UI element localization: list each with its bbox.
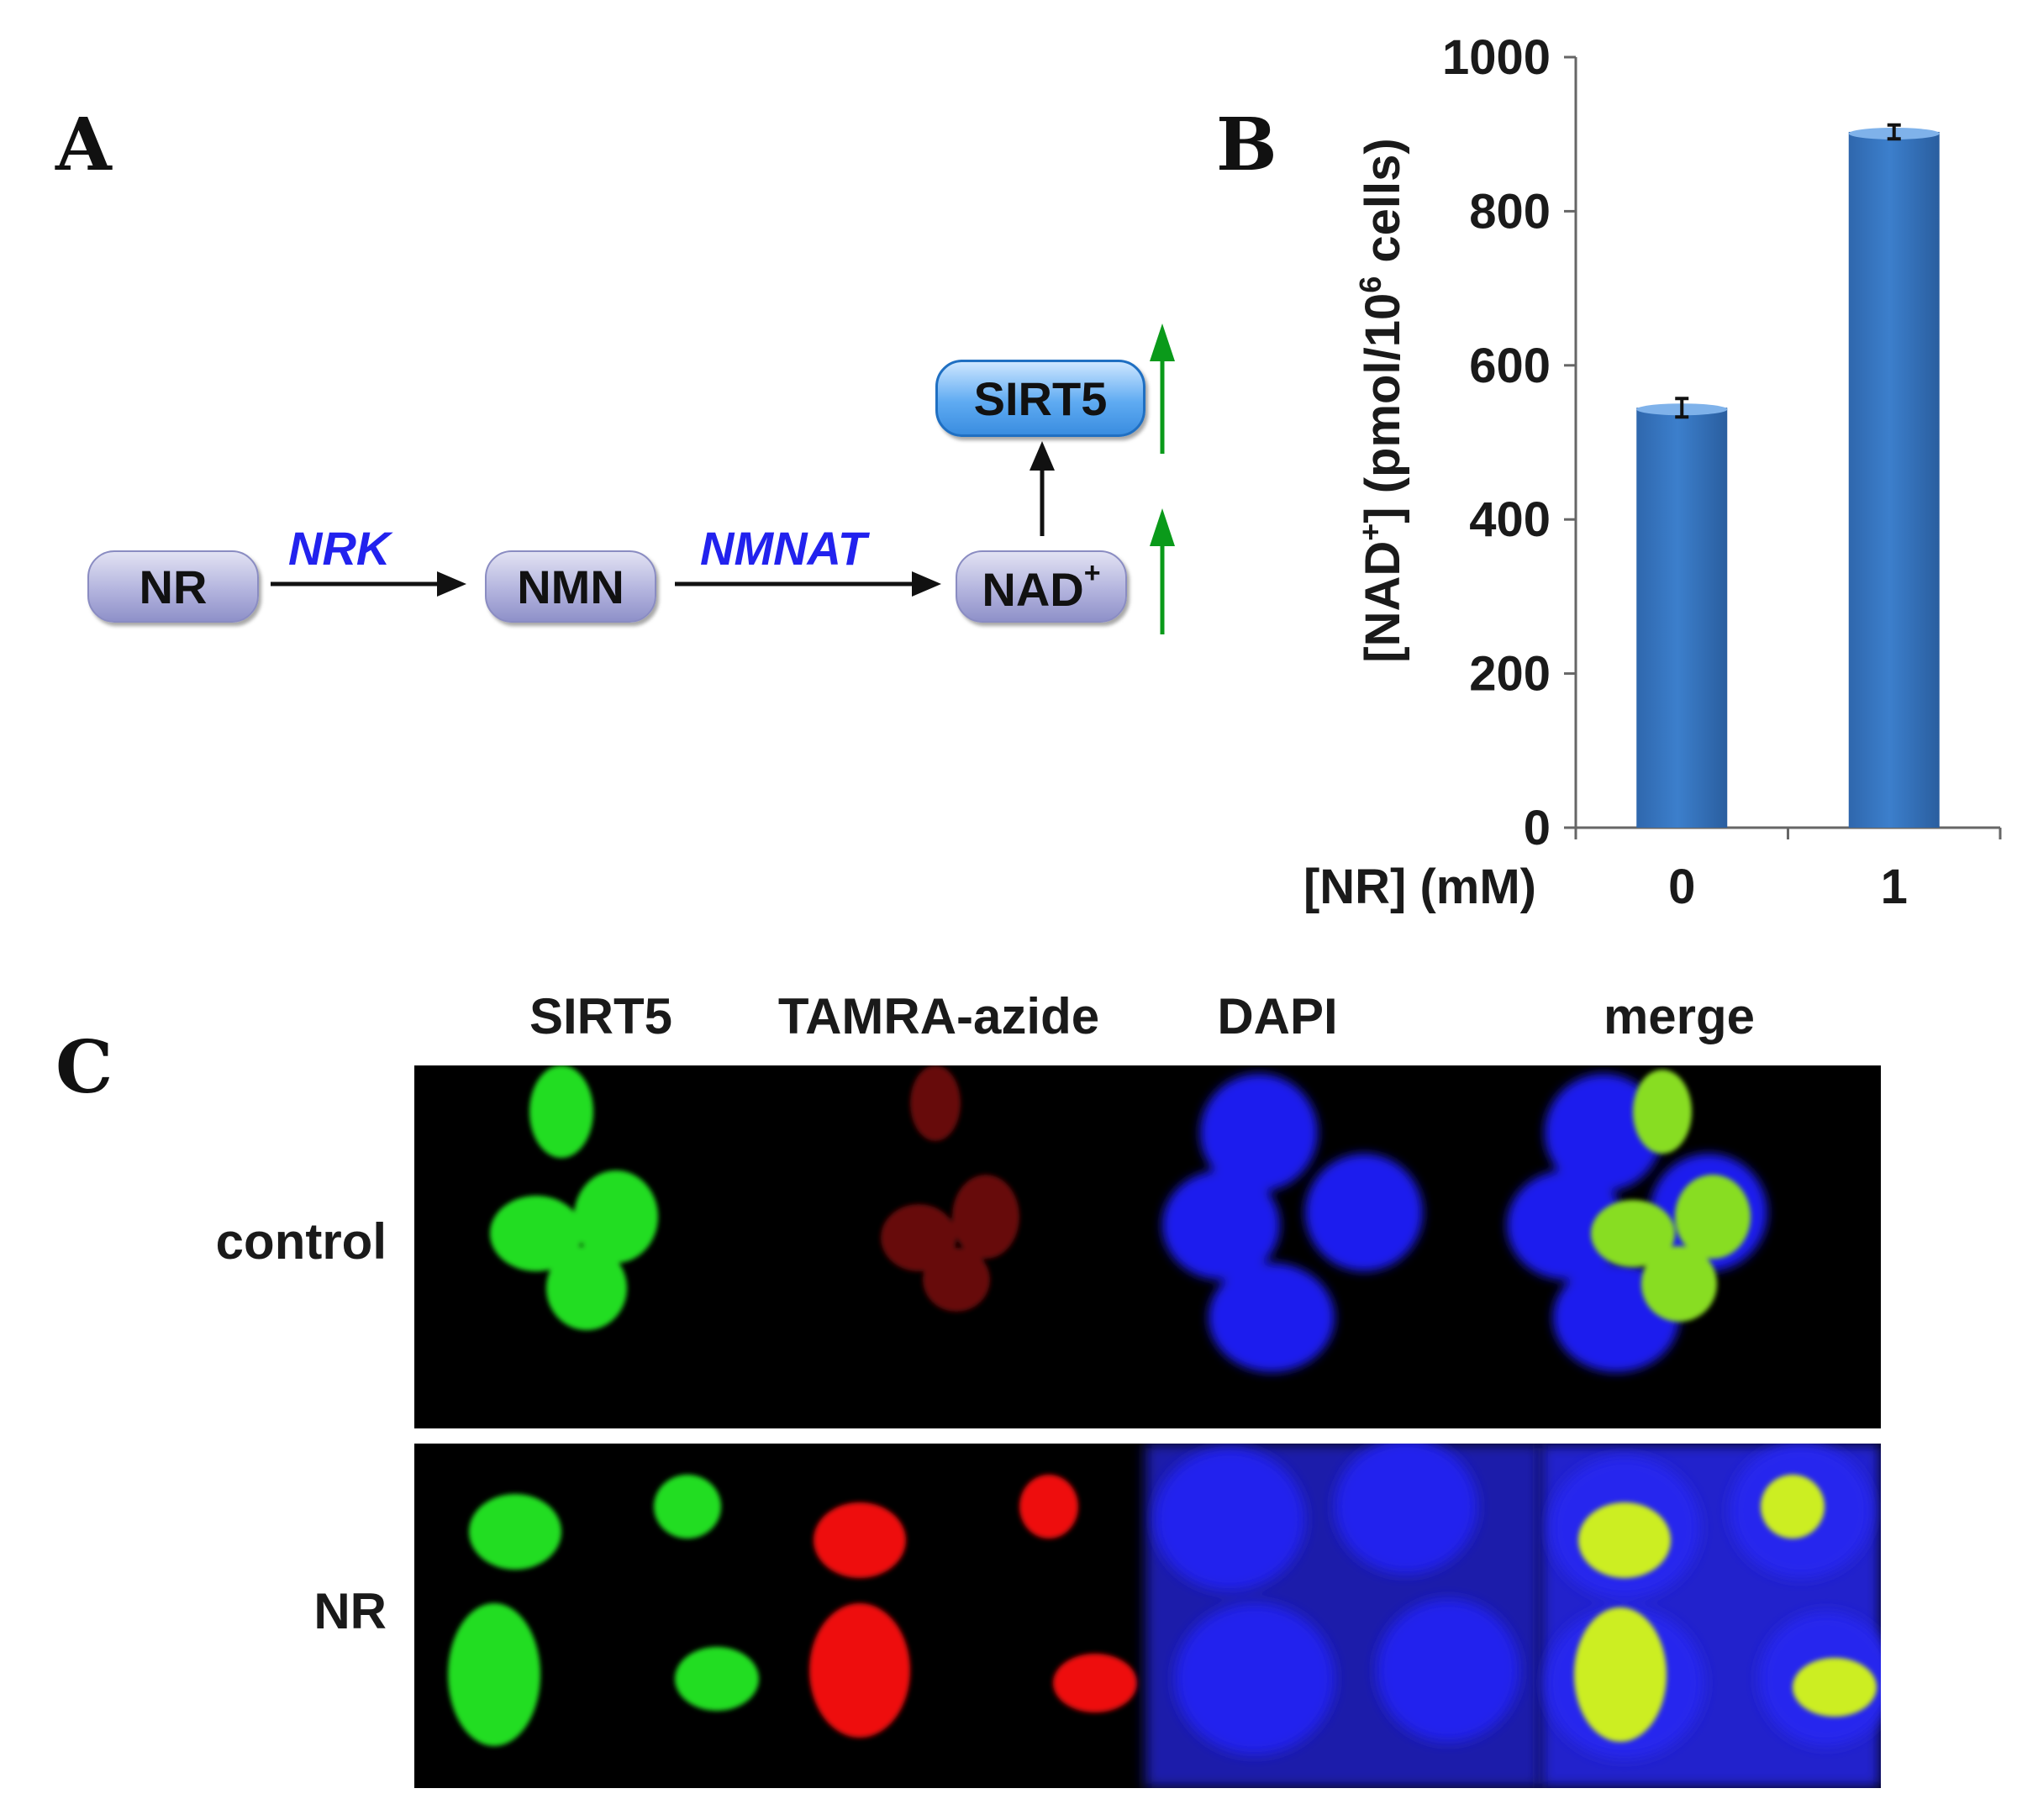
bar (1636, 408, 1728, 828)
column-header-sirt5: SIRT5 (529, 988, 673, 1044)
column-header-tamra: TAMRA-azide (777, 988, 1100, 1044)
row-label-control: control (215, 1213, 387, 1270)
panel-b-label: B (1216, 103, 1277, 187)
nmn-node: NMN (485, 550, 656, 623)
x-tick-label: 1 (1881, 860, 1908, 914)
nad-node: NAD+ (956, 550, 1127, 623)
bar (1848, 131, 1940, 828)
y-tick-label: 0 (1524, 801, 1551, 855)
panel-c-label: C (55, 1025, 113, 1110)
sirt5-node-label: SIRT5 (973, 371, 1108, 425)
nr-node-label: NR (139, 560, 208, 613)
y-tick-label: 600 (1469, 339, 1551, 393)
nad-node-label: NAD+ (982, 556, 1101, 616)
panel-a-label: A (55, 103, 112, 187)
micrograph-nr-image (448, 1444, 1881, 1788)
micrograph-control-image (490, 1065, 1767, 1372)
micrograph-control-row (414, 1065, 1881, 1428)
nad-superscript: + (1083, 556, 1101, 589)
y-tick-label: 200 (1469, 647, 1551, 702)
x-tick-label: 0 (1668, 860, 1695, 914)
column-header-dapi: DAPI (1217, 988, 1338, 1044)
nmn-node-label: NMN (517, 560, 624, 613)
nrk-enzyme-label: NRK (288, 522, 391, 575)
nr-node: NR (87, 550, 259, 623)
column-header-merge: merge (1603, 988, 1756, 1044)
sirt5-node: SIRT5 (935, 360, 1145, 437)
y-tick-label: 1000 (1442, 30, 1551, 85)
nad-bar-chart: 0 200 400 600 800 1000 0 1 [NR] (mM) [NAD+] (pmol… (1303, 30, 2002, 914)
y-axis-label: [NAD+] (pmol/106 cells) (1353, 138, 1410, 662)
x-axis-label: [NR] (mM) (1303, 860, 1536, 914)
micrograph-nr-row (414, 1444, 1881, 1788)
nmnat-enzyme-label: NMNAT (700, 522, 867, 575)
y-tick-label: 400 (1469, 492, 1551, 547)
y-tick-label: 800 (1469, 184, 1551, 239)
row-label-nr: NR (313, 1583, 387, 1639)
